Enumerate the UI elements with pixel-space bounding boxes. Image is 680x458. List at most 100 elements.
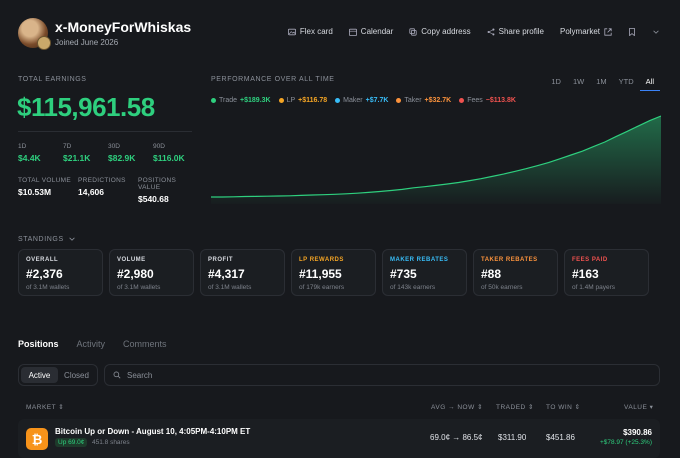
avatar [18, 18, 51, 50]
column-avg-label: AVG → NOW [431, 404, 475, 411]
column-traded[interactable]: TRADED ⇕ [496, 403, 534, 411]
standing-card-fees-paid: FEES PAID #163 of 1.4M payers [564, 249, 649, 296]
period-earnings: 1D $4.4K 7D $21.1K 30D $82.9K 90D $116.0K [18, 143, 198, 163]
copy-address-label: Copy address [421, 27, 471, 36]
legend-value: +$7.7K [365, 97, 389, 104]
market-title[interactable]: Bitcoin Up or Down - August 10, 4:05PM-4… [55, 427, 251, 436]
card-sub: of 3.1M wallets [26, 284, 70, 291]
period-value: $4.4K [18, 153, 41, 163]
stat-label: PREDICTIONS [78, 177, 126, 184]
stat-value: $540.68 [138, 194, 169, 204]
legend-trade: Trade +$189.3K [211, 97, 271, 104]
calendar-label: Calendar [360, 27, 394, 36]
polymarket-label: Polymarket [559, 27, 600, 36]
sort-icon: ⇕ [477, 404, 484, 411]
share-icon [487, 28, 495, 35]
tab-comments[interactable]: Comments [123, 339, 167, 349]
coin-icon [37, 36, 51, 50]
period-label: 1D [18, 143, 27, 150]
search-input[interactable] [127, 370, 627, 380]
column-to-win-label: TO WIN [546, 404, 573, 411]
outcome-badge: Up 69.0¢ [55, 438, 88, 447]
legend-name: Fees [467, 97, 483, 104]
range-1m[interactable]: 1M [596, 77, 607, 86]
position-value: $390.86 [623, 428, 652, 437]
legend-value: +$116.78 [298, 97, 328, 104]
legend-name: Taker [404, 97, 422, 104]
filter-active[interactable]: Active [21, 367, 58, 383]
polymarket-link[interactable]: Polymarket [560, 27, 612, 36]
period-90d: 90D $116.0K [153, 143, 198, 163]
legend-dot [335, 98, 341, 103]
range-all[interactable]: All [639, 75, 660, 91]
flex-card-button[interactable]: Flex card [287, 27, 333, 36]
legend-name: Trade [219, 97, 238, 104]
column-value[interactable]: VALUE ▾ [624, 403, 653, 411]
standing-card-taker-rebates: TAKER REBATES #88 of 50k earners [473, 249, 558, 296]
card-sub: of 143k earners [390, 284, 436, 291]
position-change: +$78.97 (+25.3%) [599, 439, 652, 446]
legend-value: +$189.3K [240, 97, 271, 104]
chart-area-fill [211, 116, 661, 204]
period-1d: 1D $4.4K [18, 143, 63, 163]
external-link-icon [604, 27, 612, 36]
copy-icon [409, 27, 417, 36]
legend-dot [396, 98, 402, 103]
share-profile-button[interactable]: Share profile [487, 27, 544, 36]
sort-icon: ⇕ [528, 404, 534, 411]
header-actions: Flex card Calendar Copy address Share pr… [287, 27, 660, 36]
card-label: LP REWARDS [299, 257, 344, 263]
standing-card-maker-rebates: MAKER REBATES #735 of 143k earners [382, 249, 467, 296]
standings-toggle[interactable]: STANDINGS [18, 235, 76, 243]
search-box [104, 364, 660, 386]
content-tabs: Positions Activity Comments [18, 339, 167, 349]
bookmark-icon[interactable] [628, 27, 636, 36]
legend-name: Maker [343, 97, 363, 104]
to-win-value: $451.86 [546, 433, 575, 442]
standings-label: STANDINGS [18, 235, 64, 243]
card-sub: of 50k earners [481, 284, 523, 291]
standing-card-volume: VOLUME #2,980 of 3.1M wallets [109, 249, 194, 296]
avg-now-value: 69.0¢ → 86.5¢ [430, 433, 483, 442]
range-1d[interactable]: 1D [551, 77, 561, 86]
card-value: #735 [390, 267, 417, 281]
standing-card-lp-rewards: LP REWARDS #11,955 of 179k earners [291, 249, 376, 296]
table-row[interactable] [18, 419, 660, 458]
period-7d: 7D $21.1K [63, 143, 108, 163]
standing-card-profit: PROFIT #4,317 of 3.1M wallets [200, 249, 285, 296]
traded-value: $311.90 [498, 433, 527, 442]
copy-address-button[interactable]: Copy address [409, 27, 471, 36]
legend-value: −$113.8K [485, 97, 516, 104]
stat-positions-value: POSITIONS VALUE $540.68 [138, 177, 198, 204]
legend-dot [211, 98, 216, 103]
total-earnings-label: TOTAL EARNINGS [18, 76, 87, 83]
tab-activity[interactable]: Activity [76, 339, 106, 349]
column-market[interactable]: MARKET ⇕ [26, 403, 64, 411]
card-value: #2,376 [26, 267, 63, 281]
chart-legend: Trade +$189.3K LP +$116.78 Maker +$7.7K Tak… [211, 97, 516, 104]
period-value: $21.1K [63, 153, 91, 163]
card-label: PROFIT [208, 257, 233, 263]
image-icon [287, 28, 296, 35]
filter-closed[interactable]: Closed [64, 370, 89, 380]
calendar-icon [348, 28, 357, 36]
status-filter: Active Closed [18, 364, 98, 386]
profile-username: x-MoneyForWhiskas [55, 19, 192, 35]
chart-series-line [211, 115, 661, 198]
flex-card-label: Flex card [299, 27, 333, 36]
legend-value: +$32.7K [424, 97, 452, 104]
stat-value: $10.53M [18, 187, 52, 197]
legend-dot [459, 98, 465, 103]
card-value: #88 [481, 267, 502, 281]
card-value: #11,955 [299, 267, 342, 281]
tab-positions[interactable]: Positions [18, 339, 59, 349]
range-1w[interactable]: 1W [572, 77, 585, 86]
column-to-win[interactable]: TO WIN ⇕ [546, 403, 581, 411]
chevron-down-icon[interactable] [652, 28, 660, 36]
sort-icon: ⇕ [574, 404, 581, 411]
range-ytd[interactable]: YTD [618, 77, 634, 86]
column-avg-now[interactable]: AVG → NOW ⇕ [431, 403, 483, 411]
performance-chart [211, 115, 661, 204]
calendar-button[interactable]: Calendar [348, 27, 394, 36]
card-sub: of 1.4M payers [572, 284, 615, 291]
